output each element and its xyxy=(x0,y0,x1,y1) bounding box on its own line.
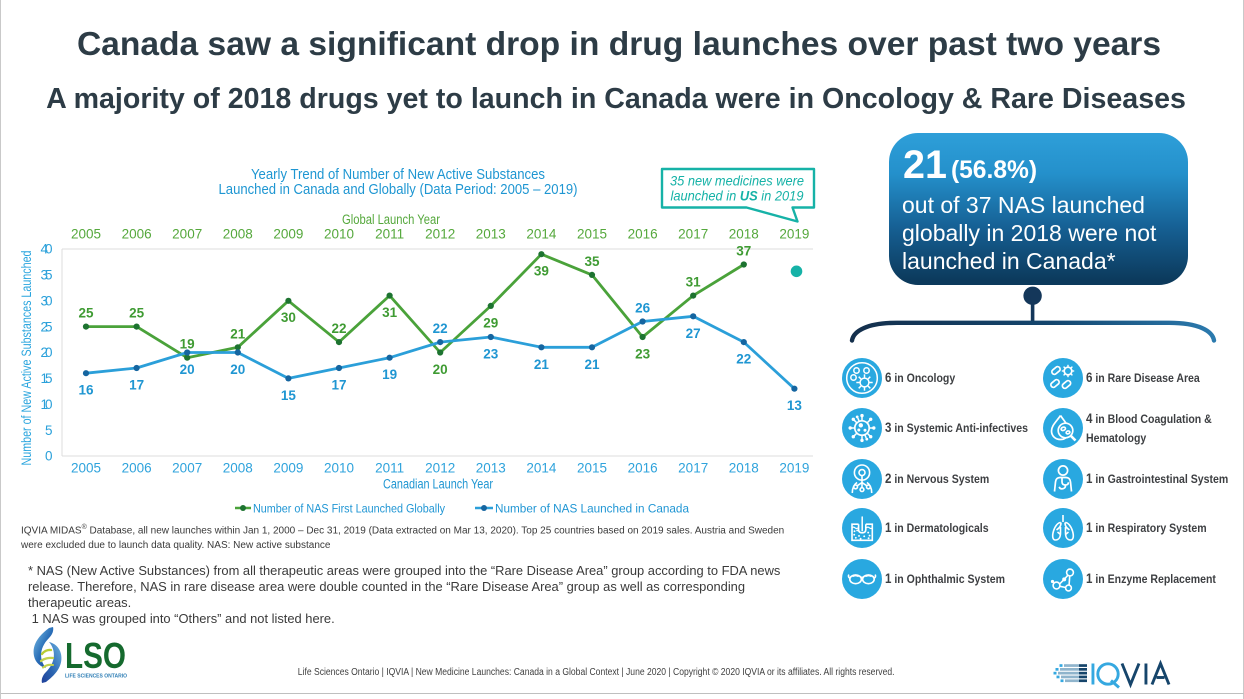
svg-text:Number of NAS First Launched G: Number of NAS First Launched Globally xyxy=(253,502,446,516)
svg-text:30: 30 xyxy=(41,293,53,308)
svg-text:2012: 2012 xyxy=(425,227,455,242)
svg-text:2005: 2005 xyxy=(71,227,101,242)
svg-text:2009: 2009 xyxy=(273,461,303,476)
svg-text:2007: 2007 xyxy=(172,227,202,242)
svg-text:5: 5 xyxy=(45,423,53,438)
svg-text:20: 20 xyxy=(433,362,448,377)
svg-text:37: 37 xyxy=(736,244,751,259)
svg-text:2014: 2014 xyxy=(526,227,557,242)
svg-text:20: 20 xyxy=(180,362,195,377)
svg-text:20: 20 xyxy=(230,362,245,377)
svg-text:2018: 2018 xyxy=(729,461,759,476)
svg-text:Global Launch Year: Global Launch Year xyxy=(342,212,440,227)
svg-text:35 new medicines were: 35 new medicines were xyxy=(670,173,804,189)
svg-text:0: 0 xyxy=(45,449,53,464)
svg-text:2016: 2016 xyxy=(628,227,658,242)
svg-text:2013: 2013 xyxy=(476,227,506,242)
svg-text:2015: 2015 xyxy=(577,461,607,476)
svg-text:21: 21 xyxy=(534,357,550,372)
svg-text:25: 25 xyxy=(78,306,94,321)
svg-text:31: 31 xyxy=(686,275,702,290)
svg-text:35: 35 xyxy=(584,254,600,269)
svg-text:2013: 2013 xyxy=(476,461,506,476)
svg-text:17: 17 xyxy=(129,378,144,393)
svg-text:30: 30 xyxy=(281,310,296,325)
svg-text:22: 22 xyxy=(331,321,346,336)
svg-text:Canadian Launch Year: Canadian Launch Year xyxy=(383,477,493,492)
svg-text:LIFE SCIENCES ONTARIO: LIFE SCIENCES ONTARIO xyxy=(65,674,127,680)
svg-text:2017: 2017 xyxy=(678,227,708,242)
svg-text:Number of NAS Launched in Cana: Number of NAS Launched in Canada xyxy=(495,502,689,516)
svg-text:31: 31 xyxy=(382,305,398,320)
svg-text:2016: 2016 xyxy=(628,461,658,476)
svg-text:19: 19 xyxy=(180,337,195,352)
svg-text:2010: 2010 xyxy=(324,227,354,242)
svg-text:2006: 2006 xyxy=(122,227,152,242)
svg-text:2005: 2005 xyxy=(71,461,101,476)
svg-text:40: 40 xyxy=(41,242,53,257)
svg-text:15: 15 xyxy=(41,371,53,386)
svg-text:23: 23 xyxy=(635,347,651,362)
svg-text:2014: 2014 xyxy=(526,461,557,476)
svg-text:2008: 2008 xyxy=(223,461,253,476)
svg-text:13: 13 xyxy=(787,398,803,413)
svg-text:26: 26 xyxy=(635,301,651,316)
svg-text:19: 19 xyxy=(382,367,397,382)
svg-text:39: 39 xyxy=(534,264,549,279)
svg-text:2008: 2008 xyxy=(223,227,253,242)
svg-text:2015: 2015 xyxy=(577,227,607,242)
svg-text:2017: 2017 xyxy=(678,461,708,476)
svg-text:2019: 2019 xyxy=(779,227,809,242)
svg-text:Number of New Active Substance: Number of New Active Substances Launched xyxy=(19,251,34,466)
svg-text:22: 22 xyxy=(433,321,448,336)
svg-text:10: 10 xyxy=(41,397,53,412)
svg-text:22: 22 xyxy=(736,352,751,367)
svg-text:2006: 2006 xyxy=(122,461,152,476)
svg-text:2010: 2010 xyxy=(324,461,354,476)
svg-text:Launched in Canada and Globall: Launched in Canada and Globally (Data Pe… xyxy=(219,182,578,198)
svg-text:16: 16 xyxy=(78,383,94,398)
svg-text:LSO: LSO xyxy=(65,635,126,676)
svg-text:2012: 2012 xyxy=(425,461,455,476)
svg-text:2007: 2007 xyxy=(172,461,202,476)
svg-text:27: 27 xyxy=(686,326,701,341)
svg-text:17: 17 xyxy=(331,378,346,393)
svg-text:15: 15 xyxy=(281,388,297,403)
svg-text:29: 29 xyxy=(483,315,498,330)
svg-text:20: 20 xyxy=(41,345,53,360)
svg-text:2011: 2011 xyxy=(375,461,404,476)
svg-text:2011: 2011 xyxy=(375,227,404,242)
svg-text:23: 23 xyxy=(483,347,499,362)
svg-text:2009: 2009 xyxy=(273,227,303,242)
svg-text:2018: 2018 xyxy=(729,227,759,242)
svg-text:25: 25 xyxy=(41,319,53,334)
svg-text:launched in US in 2019: launched in US in 2019 xyxy=(671,188,804,204)
svg-text:25: 25 xyxy=(129,306,145,321)
svg-text:Yearly Trend of Number of New: Yearly Trend of Number of New Active Sub… xyxy=(251,167,545,183)
svg-text:21: 21 xyxy=(230,326,246,341)
svg-text:2019: 2019 xyxy=(779,461,809,476)
svg-text:21: 21 xyxy=(584,357,600,372)
svg-text:35: 35 xyxy=(41,268,53,283)
